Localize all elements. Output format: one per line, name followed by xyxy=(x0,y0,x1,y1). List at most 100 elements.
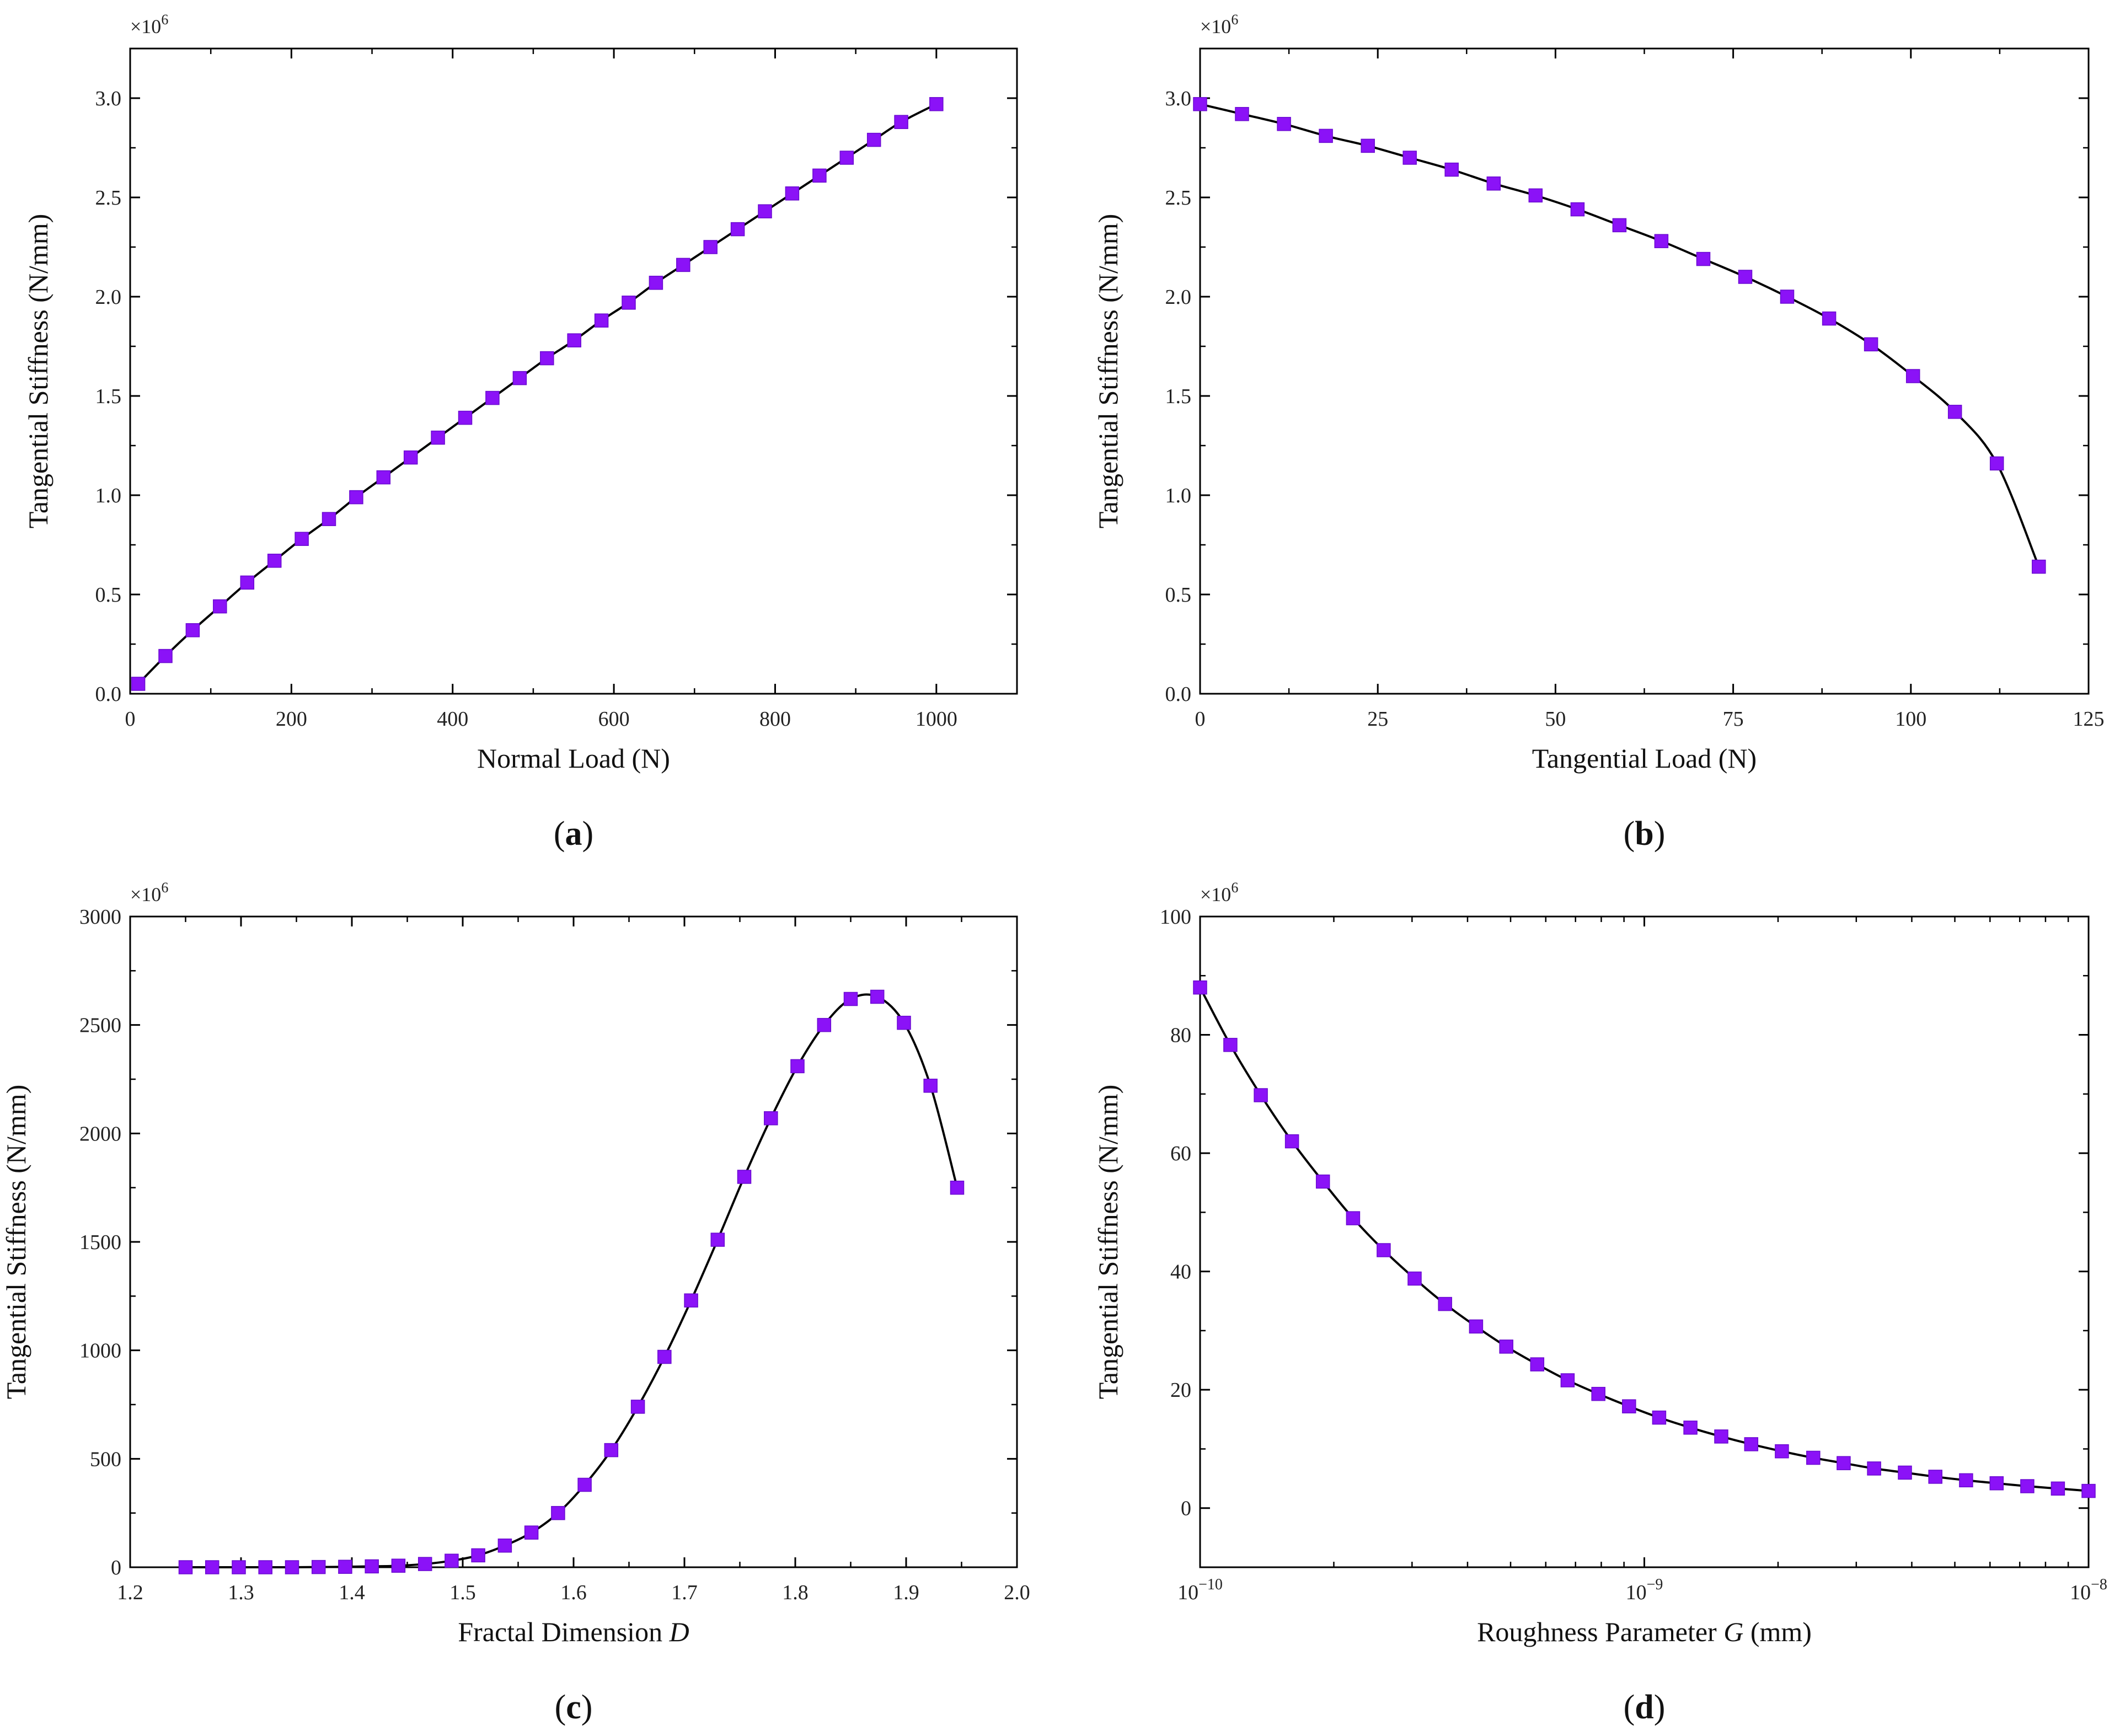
data-point xyxy=(1780,290,1795,304)
data-point xyxy=(322,512,336,526)
data-point xyxy=(2032,559,2046,574)
chart-panel-d: 10−10 10−9 10−8 0 20 40 60 80 100 ×106 Roughness P… xyxy=(1093,880,2107,1726)
plot-frame xyxy=(1199,915,2090,1568)
x-tick-label: 1.8 xyxy=(782,1581,809,1604)
data-point xyxy=(1223,1038,1238,1052)
chart-panel-a: 0 200 400 600 800 1000 0.0 0.5 1.0 1.5 2.0 2.5 3.0 ×1… xyxy=(23,12,1018,853)
data-point xyxy=(730,222,745,237)
data-point xyxy=(131,677,146,691)
x-tick-label: 0 xyxy=(125,708,136,731)
series-line xyxy=(137,103,937,685)
x-tick-label: 10−8 xyxy=(2070,1576,2107,1604)
data-point xyxy=(817,1017,832,1032)
chart-panel-b: 0 25 50 75 100 125 0.0 0.5 1.0 1.5 2.0 2.5 3.0 ×106 Ta… xyxy=(1093,12,2105,853)
y-axis-multiplier: ×106 xyxy=(130,12,168,37)
data-point xyxy=(703,240,718,254)
x-tick-label: 50 xyxy=(1545,708,1566,731)
data-point xyxy=(710,1233,725,1247)
x-tick-label: 1.2 xyxy=(117,1581,143,1604)
panel-label: (a) xyxy=(554,815,593,853)
y-tick-label: 0.5 xyxy=(1165,583,1192,607)
data-point xyxy=(158,649,173,663)
data-point xyxy=(1530,1357,1545,1371)
data-point xyxy=(866,132,881,147)
data-point xyxy=(950,1180,965,1195)
x-tick-label: 1.7 xyxy=(671,1581,698,1604)
data-point xyxy=(1254,1088,1268,1102)
data-point xyxy=(1622,1399,1636,1413)
x-axis-title: Normal Load (N) xyxy=(477,743,670,774)
data-point xyxy=(1683,1421,1698,1435)
x-tick-label: 125 xyxy=(2073,708,2105,731)
data-point xyxy=(376,470,391,485)
x-tick-label: 800 xyxy=(759,708,791,731)
data-point xyxy=(178,1560,193,1574)
data-point xyxy=(737,1170,752,1184)
y-tick-label: 1000 xyxy=(79,1339,121,1363)
data-point xyxy=(923,1079,938,1093)
x-tick-label: 0 xyxy=(1195,708,1206,731)
y-tick-label: 0.0 xyxy=(1165,683,1192,706)
data-point xyxy=(1486,176,1501,191)
data-point xyxy=(1570,202,1585,217)
data-point xyxy=(929,97,944,111)
data-point xyxy=(1864,337,1878,352)
data-point xyxy=(417,1557,432,1571)
y-tick-label: 3.0 xyxy=(95,87,122,110)
data-point xyxy=(1438,1296,1452,1311)
y-tick-label: 0 xyxy=(111,1556,121,1579)
data-point xyxy=(1407,1271,1422,1286)
data-point xyxy=(1905,369,1920,383)
data-point xyxy=(1444,162,1459,177)
data-point xyxy=(2051,1481,2065,1496)
data-point xyxy=(338,1560,352,1574)
x-tick-label: 75 xyxy=(1723,708,1744,731)
y-tick-label: 0.0 xyxy=(95,683,122,706)
y-tick-label: 1.0 xyxy=(95,484,122,507)
y-tick-label: 1500 xyxy=(79,1231,121,1254)
data-point xyxy=(1193,980,1207,995)
data-point xyxy=(391,1558,406,1573)
x-tick-label: 25 xyxy=(1367,708,1388,731)
panel-label: (d) xyxy=(1624,1689,1666,1726)
data-point xyxy=(897,1015,911,1030)
data-point xyxy=(1714,1429,1728,1444)
data-point xyxy=(1928,1470,1942,1484)
y-axis-title: Tangential Stiffness (N/mm) xyxy=(1,1085,31,1399)
y-tick-label: 2.0 xyxy=(1165,286,1192,309)
data-point xyxy=(524,1525,539,1540)
series-line xyxy=(1199,987,2089,1492)
data-point xyxy=(232,1560,246,1574)
data-point xyxy=(1402,151,1417,165)
y-tick-label: 3.0 xyxy=(1165,87,1192,110)
data-point xyxy=(790,1059,805,1074)
y-tick-label: 20 xyxy=(1170,1379,1191,1402)
data-point xyxy=(1284,1134,1299,1149)
data-point xyxy=(764,1111,778,1126)
data-point xyxy=(1319,128,1333,143)
x-tick-label: 2.0 xyxy=(1004,1581,1030,1604)
data-point xyxy=(1837,1456,1851,1470)
x-tick-label: 200 xyxy=(276,708,307,731)
y-tick-label: 0 xyxy=(1181,1497,1191,1520)
y-tick-label: 1.0 xyxy=(1165,484,1192,507)
data-point xyxy=(1315,1174,1330,1189)
y-tick-label: 2000 xyxy=(79,1122,121,1145)
data-point xyxy=(676,258,690,272)
x-axis-title: Roughness Parameter G (mm) xyxy=(1477,1616,1812,1647)
data-point xyxy=(1738,270,1753,284)
data-point xyxy=(1806,1450,1821,1465)
data-point xyxy=(812,168,827,183)
chart-panel-c: 1.2 1.3 1.4 1.5 1.6 1.7 1.8 1.9 2.0 0 500 1000 1500 2… xyxy=(1,880,1030,1726)
data-point xyxy=(285,1560,299,1574)
data-point xyxy=(758,204,772,218)
data-point xyxy=(1744,1437,1759,1451)
y-axis-title: Tangential Stiffness (N/mm) xyxy=(1093,1085,1123,1399)
x-axis-title: Tangential Load (N) xyxy=(1532,743,1757,774)
y-tick-label: 3000 xyxy=(79,905,121,929)
data-point xyxy=(649,276,663,290)
x-tick-label: 1.4 xyxy=(339,1581,365,1604)
panel-label: (b) xyxy=(1624,815,1666,853)
data-point xyxy=(1775,1444,1789,1459)
